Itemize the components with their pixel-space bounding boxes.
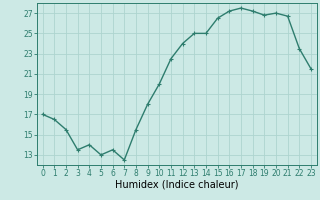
X-axis label: Humidex (Indice chaleur): Humidex (Indice chaleur)	[115, 180, 238, 190]
